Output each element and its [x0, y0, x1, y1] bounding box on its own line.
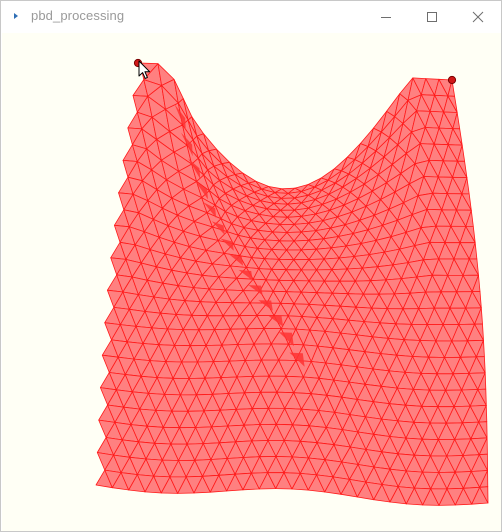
- cloth-triangle: [475, 356, 486, 374]
- fold-shadow: [248, 285, 263, 296]
- fold-shadow: [229, 254, 244, 266]
- fold-shadow: [188, 158, 201, 179]
- fold-shadow: [238, 270, 253, 281]
- cloth-triangle: [465, 225, 476, 244]
- cloth-fold-shading: [174, 104, 305, 367]
- cloth-triangle: [457, 160, 468, 179]
- cloth-triangle: [478, 421, 488, 439]
- cloth-triangle: [461, 193, 472, 211]
- fold-shadow: [195, 181, 208, 200]
- fold-shadow: [211, 221, 225, 235]
- fold-shadow: [279, 332, 294, 347]
- fold-shadow: [258, 300, 273, 311]
- maximize-icon: [427, 12, 437, 22]
- window-title: pbd_processing: [31, 8, 125, 23]
- cloth-triangle: [471, 291, 482, 309]
- cloth-triangle: [477, 388, 487, 406]
- cloth-simulation[interactable]: [2, 33, 501, 531]
- sketch-canvas[interactable]: [2, 33, 501, 531]
- cloth-triangle: [468, 258, 479, 276]
- fold-shadow: [268, 315, 284, 327]
- minimize-button[interactable]: [363, 1, 409, 33]
- close-icon: [472, 11, 484, 23]
- minimize-icon: [381, 17, 391, 18]
- fold-shadow: [203, 202, 217, 218]
- fold-shadow: [289, 352, 305, 367]
- cloth-triangle: [479, 486, 489, 504]
- fold-shadow: [220, 238, 234, 251]
- pinned-vertex-right[interactable]: [447, 75, 457, 85]
- maximize-button[interactable]: [409, 1, 455, 33]
- cloth-mesh: [95, 62, 489, 506]
- cloth-triangle: [474, 323, 484, 341]
- cloth-triangle: [452, 128, 463, 146]
- title-bar[interactable]: pbd_processing: [1, 1, 501, 33]
- arrow-cursor-icon: [138, 60, 151, 79]
- cloth-triangle: [478, 453, 489, 471]
- fold-shadow: [174, 104, 186, 131]
- processing-app-icon: [14, 13, 18, 19]
- fold-shadow: [181, 132, 193, 157]
- cloth-triangle: [447, 95, 458, 113]
- close-button[interactable]: [455, 1, 501, 33]
